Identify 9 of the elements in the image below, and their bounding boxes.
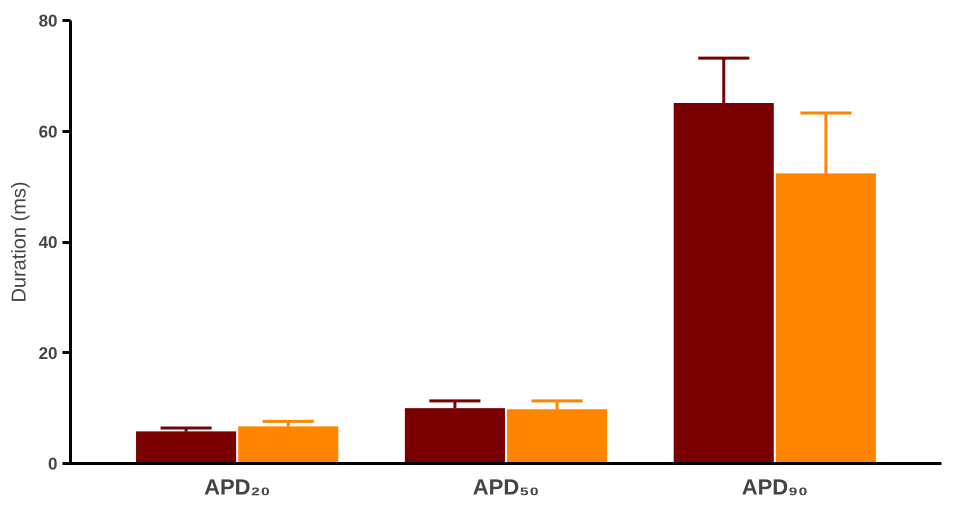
x-tick-label: APD₉₀: [742, 474, 808, 500]
y-axis-title: Duration (ms): [8, 181, 31, 303]
y-tick-label: 0: [48, 454, 58, 474]
y-tick-label: 80: [38, 12, 58, 30]
y-tick-label: 20: [38, 344, 58, 363]
x-tick-label: APD₅₀: [472, 474, 540, 500]
y-tick-label: 40: [38, 233, 58, 252]
y-tick-label: 60: [38, 122, 58, 142]
x-tick-label: APD₂₀: [204, 474, 270, 500]
